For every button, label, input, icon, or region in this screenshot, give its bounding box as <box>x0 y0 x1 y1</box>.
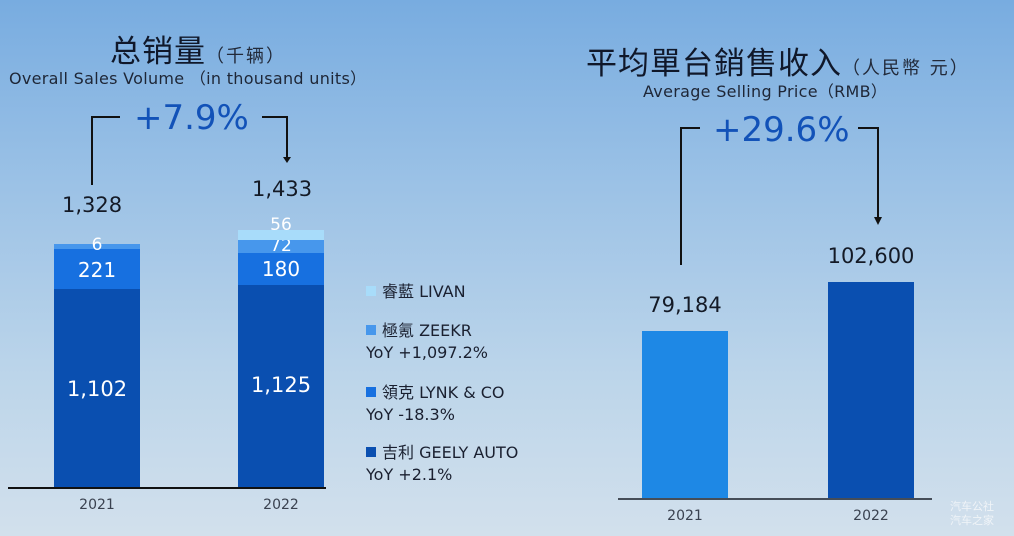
legend-yoy-zeekr: YoY +1,097.2% <box>366 343 488 362</box>
watermark-line-1: 汽车公社 <box>950 500 994 513</box>
sales-segment-label: 180 <box>261 257 301 281</box>
sales-title-cn: 总销量 <box>110 34 206 70</box>
asp-chart: 79,184 2021 102,600 2022 <box>600 0 960 536</box>
sales-chart: 1,102 221 6 1,328 2021 1,125 180 72 56 1,433 2022 <box>0 0 360 536</box>
legend-yoy-lynk: YoY -18.3% <box>366 405 455 424</box>
asp-title-unit: （人民幣 元） <box>842 58 970 79</box>
sales-bar-segment-2-2021 <box>54 244 140 250</box>
asp-value-label: 102,600 <box>827 244 915 268</box>
legend-livan: 睿藍 LIVAN <box>366 281 466 303</box>
sales-segment-label: 1,125 <box>250 373 312 397</box>
asp-x-axis <box>618 498 932 500</box>
asp-bar-2022 <box>828 282 914 498</box>
legend-label-geely: 吉利 GEELY AUTO <box>382 443 519 462</box>
sales-title: 总销量（千辆） <box>110 26 286 71</box>
sales-bar-segment-1-2021 <box>54 249 140 289</box>
asp-year-label: 2021 <box>667 508 703 524</box>
legend-geely: 吉利 GEELY AUTO YoY +2.1% <box>366 442 518 486</box>
asp-title: 平均單台銷售收入（人民幣 元） <box>586 38 970 83</box>
asp-value-label: 79,184 <box>648 293 722 318</box>
asp-growth: +29.6% <box>713 110 850 150</box>
asp-arrow-head <box>874 217 882 225</box>
legend-zeekr: 極氪 ZEEKR YoY +1,097.2% <box>366 320 488 364</box>
sales-bar-segment-2-2022 <box>238 239 324 253</box>
watermark: 汽车公社 汽车之家 <box>950 500 994 528</box>
legend-swatch-livan <box>366 286 376 296</box>
legend-lynk: 領克 LYNK & CO YoY -18.3% <box>366 382 505 426</box>
sales-total-label: 1,328 <box>62 193 123 217</box>
sales-bracket-left <box>91 116 120 185</box>
legend-swatch-zeekr <box>366 325 376 335</box>
asp-title-cn: 平均單台銷售收入 <box>586 46 842 82</box>
sales-total-label: 1,433 <box>252 177 313 201</box>
sales-subtitle: Overall Sales Volume （in thousand units） <box>9 69 367 88</box>
sales-bar-segment-0-2022 <box>238 284 324 487</box>
asp-subtitle: Average Selling Price（RMB） <box>643 82 888 101</box>
sales-segment-label: 1,102 <box>66 377 128 401</box>
sales-segment-label: 56 <box>270 215 292 235</box>
sales-bar-segment-0-2021 <box>54 289 140 487</box>
sales-title-unit: （千辆） <box>206 46 286 67</box>
legend-label-zeekr: 極氪 ZEEKR <box>382 321 472 340</box>
asp-bar-2021 <box>642 331 728 498</box>
legend-label-livan: 睿藍 LIVAN <box>382 282 466 301</box>
asp-bracket-left <box>680 127 700 265</box>
legend-yoy-geely: YoY +2.1% <box>366 465 453 484</box>
sales-segment-label: 221 <box>77 258 117 282</box>
legend-swatch-geely <box>366 447 376 457</box>
sales-arrow-head <box>283 157 291 163</box>
legend-label-lynk: 領克 LYNK & CO <box>382 383 505 402</box>
sales-year-label: 2021 <box>79 497 115 513</box>
sales-bracket-right <box>262 116 288 158</box>
legend-swatch-lynk <box>366 387 376 397</box>
watermark-line-2: 汽车之家 <box>950 514 994 527</box>
sales-segment-label: 72 <box>270 236 292 256</box>
asp-year-label: 2022 <box>853 508 889 524</box>
asp-bracket-right <box>858 127 879 218</box>
sales-x-axis <box>8 487 326 489</box>
sales-growth: +7.9% <box>134 98 249 138</box>
sales-bar-segment-3-2022 <box>238 229 324 240</box>
sales-segment-label: 6 <box>91 235 103 255</box>
sales-bar-segment-1-2022 <box>238 252 324 285</box>
sales-year-label: 2022 <box>263 497 299 513</box>
